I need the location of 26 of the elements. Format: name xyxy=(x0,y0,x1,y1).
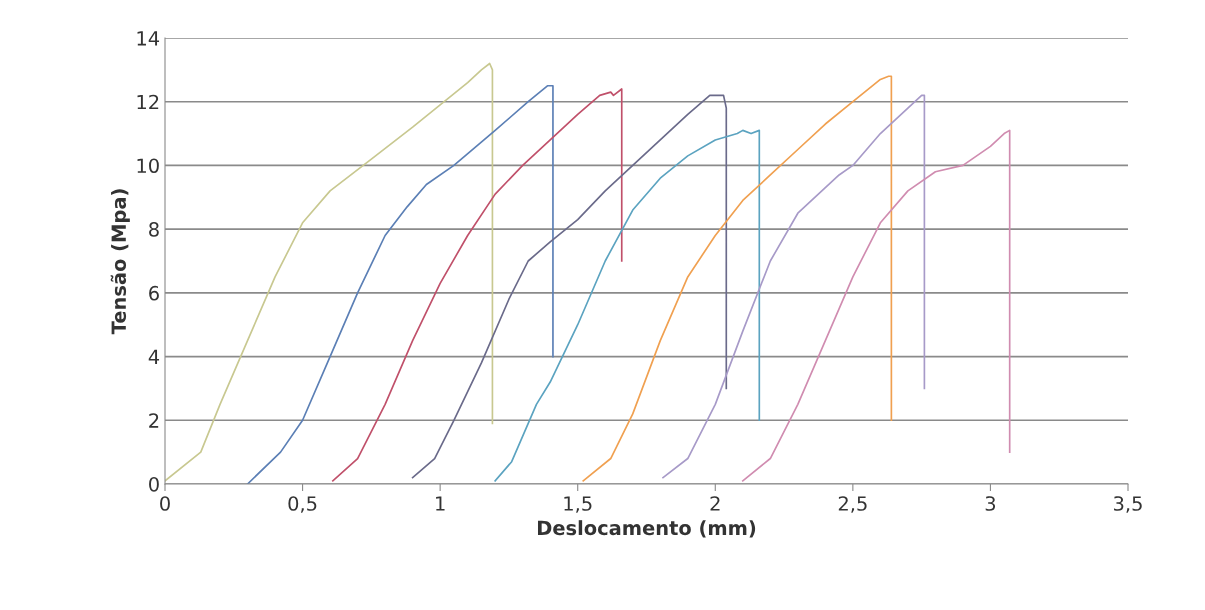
y-tick-label: 0 xyxy=(149,476,159,492)
x-tick-label: 1 xyxy=(436,496,445,511)
y-tick-label: 4 xyxy=(148,349,160,364)
y-axis-title: Tensão (Mpa) xyxy=(110,189,130,335)
line-series xyxy=(662,94,926,479)
x-tick-label: 3 xyxy=(985,496,996,511)
y-tick-label: 8 xyxy=(149,222,159,237)
line-series xyxy=(165,62,494,482)
x-axis-title: Deslocamento (mm) xyxy=(537,520,756,538)
x-tick-label: 2,5 xyxy=(838,496,867,513)
x-tick-label: 1,5 xyxy=(564,496,592,513)
line-series xyxy=(246,84,554,484)
x-tick-label: 0 xyxy=(160,496,170,511)
line-series xyxy=(582,75,893,482)
y-tick-label: 6 xyxy=(149,285,159,301)
x-tick-label: 2 xyxy=(710,496,720,511)
line-series xyxy=(494,129,761,482)
y-tick-label: 10 xyxy=(137,158,159,174)
x-tick-label: 0,5 xyxy=(288,496,317,513)
y-tick-label: 2 xyxy=(149,413,159,428)
y-tick-label: 12 xyxy=(137,94,159,110)
x-tick-label: 3,5 xyxy=(1114,496,1142,513)
y-tick-label: 14 xyxy=(137,31,160,46)
line-series xyxy=(411,94,728,479)
line-series xyxy=(741,129,1011,482)
line-series xyxy=(332,88,623,482)
